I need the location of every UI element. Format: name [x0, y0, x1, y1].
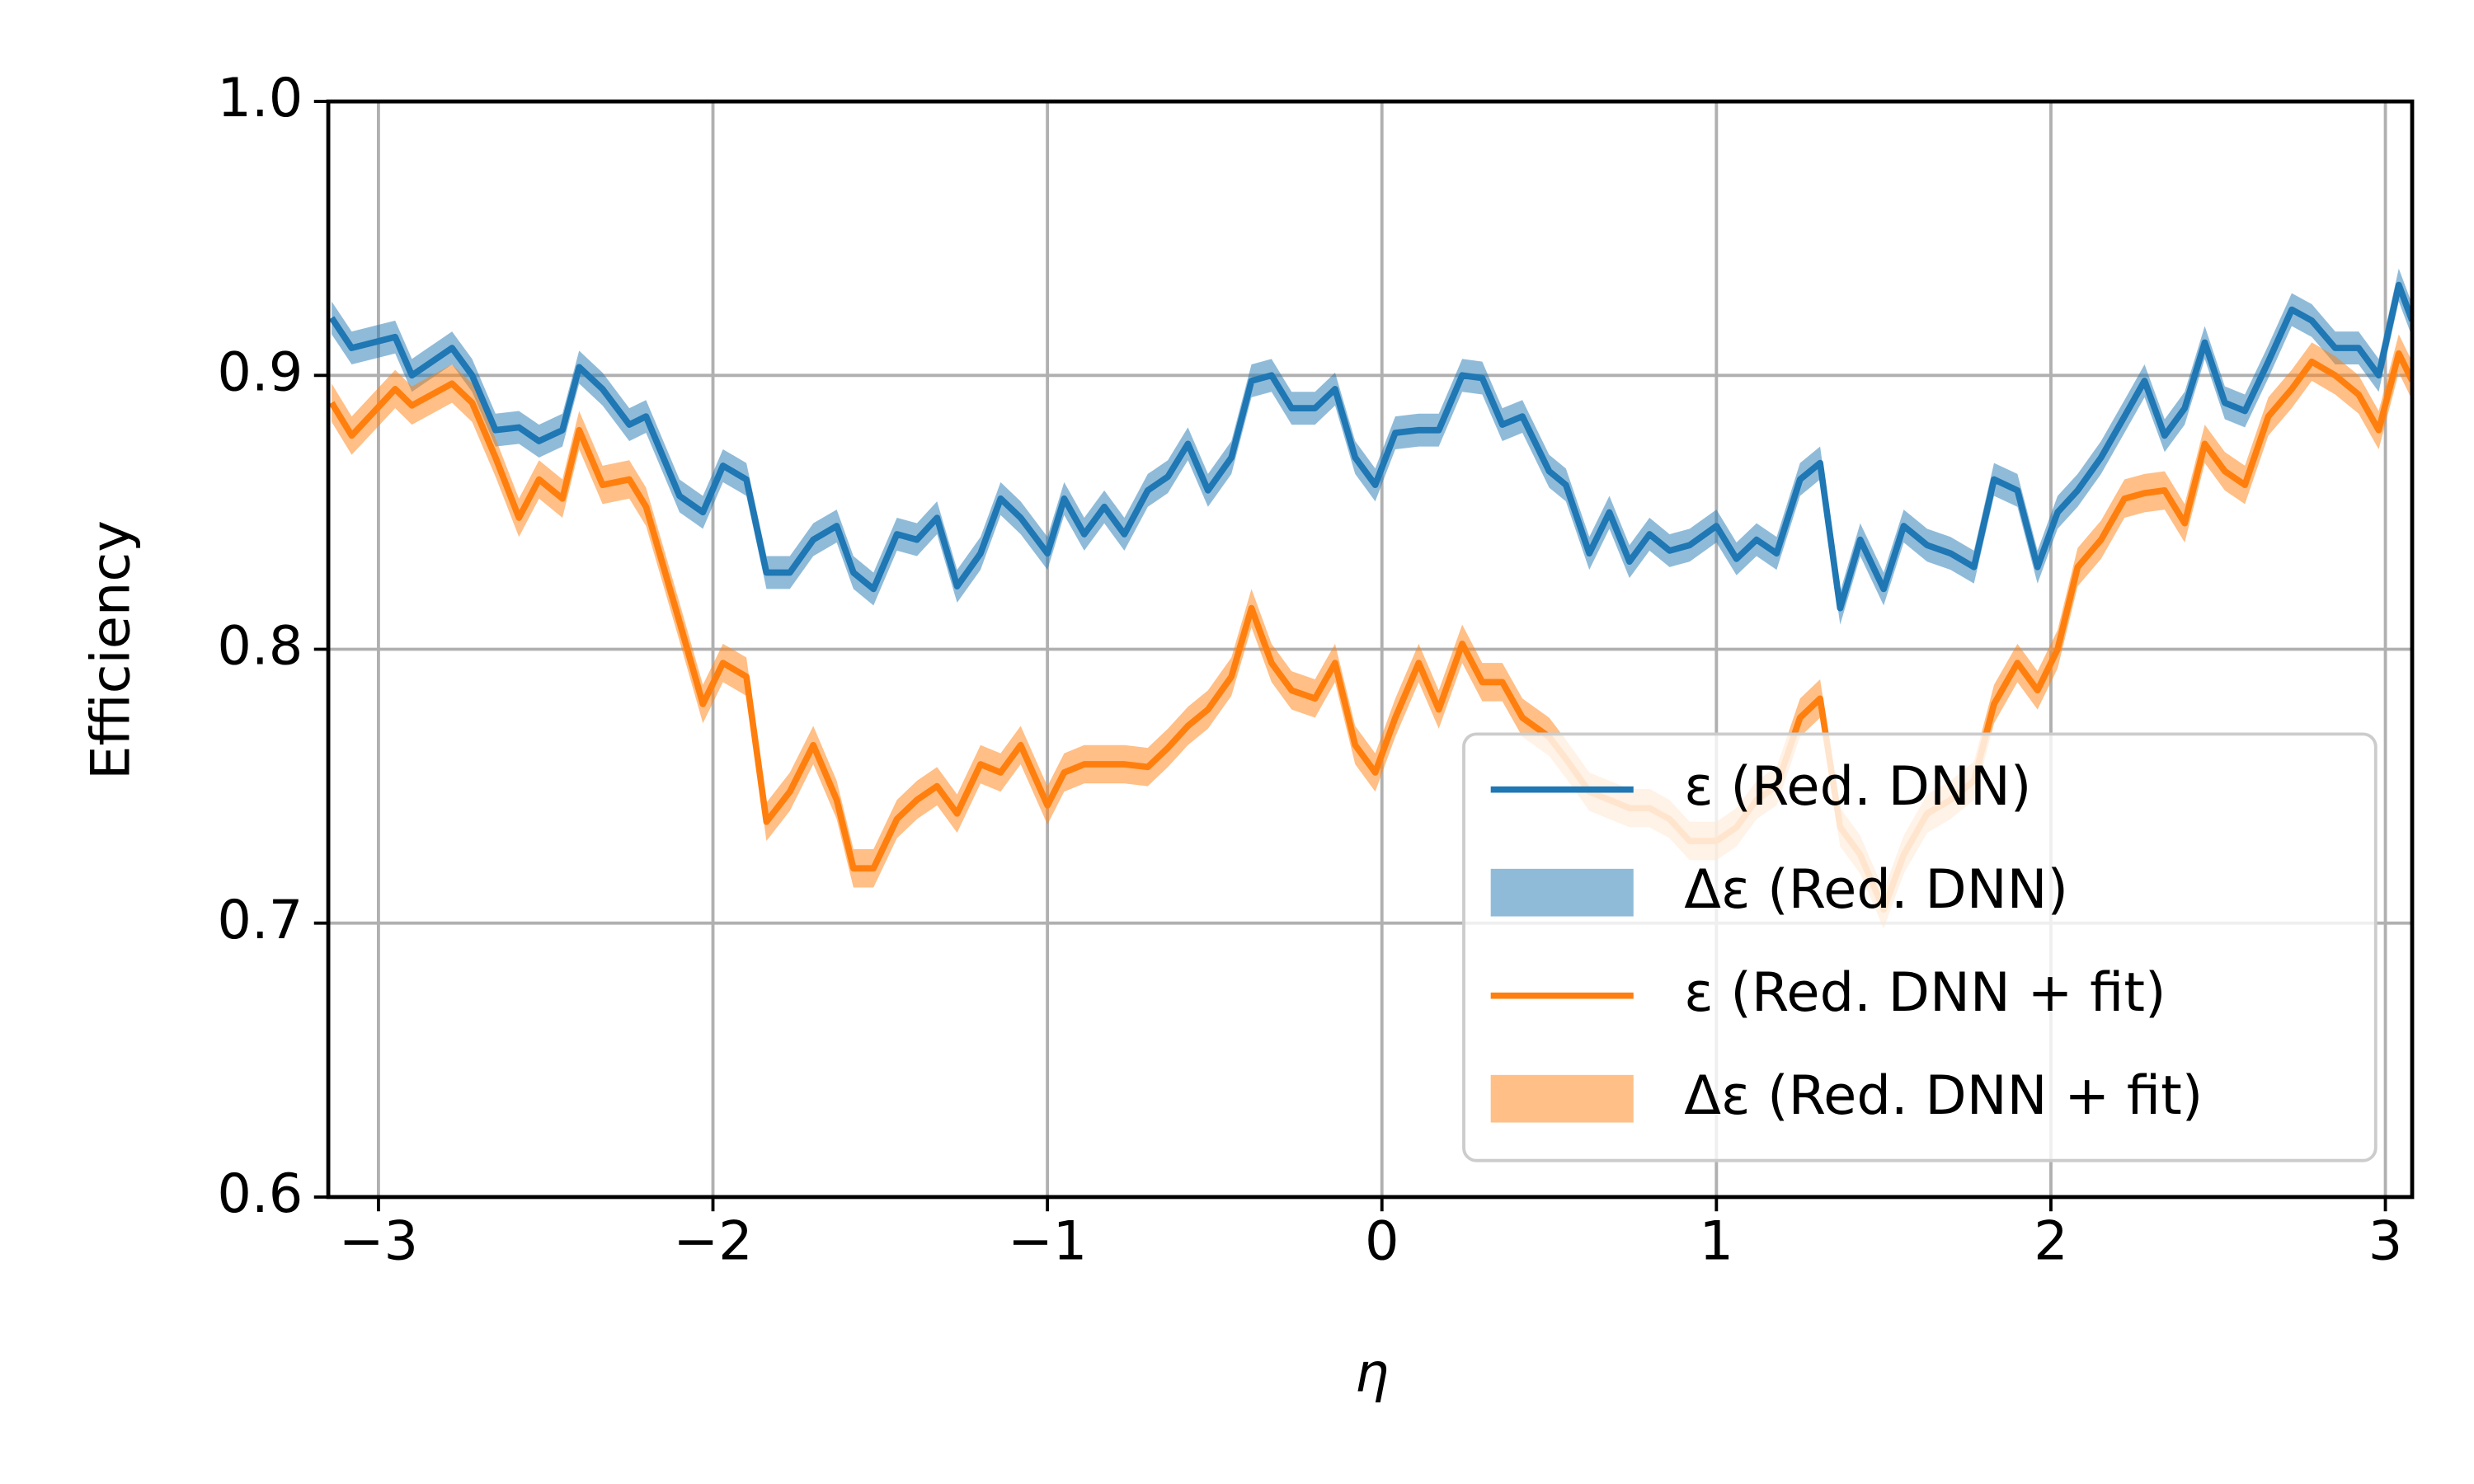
plot-frame: [326, 99, 2415, 1200]
legend-band: [1490, 868, 1634, 917]
y-axis-label: Efficiency: [80, 520, 143, 780]
error-band: [332, 268, 2412, 625]
x-tick-label: −2: [673, 1210, 752, 1273]
legend-box: [1462, 732, 2378, 1162]
x-tick-label: 1: [1700, 1210, 1734, 1273]
legend-label: ε (Red. DNN): [1684, 755, 2031, 818]
y-tick-label: 1.0: [217, 67, 303, 129]
x-tick-label: −3: [339, 1210, 418, 1273]
x-tick-label: 2: [2034, 1210, 2068, 1273]
legend-band: [1490, 1074, 1634, 1123]
series-line: [328, 281, 2412, 612]
x-tick-label: 3: [2368, 1210, 2403, 1273]
legend-label: Δε (Red. DNN): [1684, 858, 2068, 921]
y-tick-label: 0.8: [217, 615, 303, 678]
x-tick-label: −1: [1008, 1210, 1087, 1273]
y-tick-label: 0.9: [217, 340, 303, 403]
y-tick-label: 0.7: [217, 889, 303, 951]
legend-label: ε (Red. DNN + fit): [1684, 961, 2166, 1024]
x-axis-label: η: [1355, 1341, 1389, 1404]
y-tick-label: 0.6: [217, 1162, 303, 1225]
x-tick-label: 0: [1365, 1210, 1399, 1273]
plot-area: [328, 268, 2412, 929]
legend-label: Δε (Red. DNN + fit): [1684, 1064, 2203, 1127]
series-line: [328, 350, 2412, 913]
